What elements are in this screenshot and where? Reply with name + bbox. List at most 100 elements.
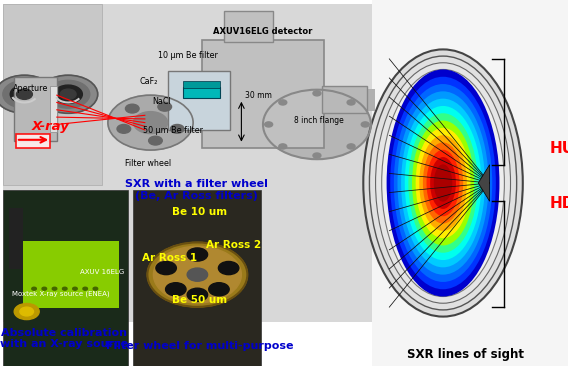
FancyBboxPatch shape <box>9 208 23 269</box>
FancyBboxPatch shape <box>224 11 273 42</box>
Ellipse shape <box>419 135 467 231</box>
Text: Be 50 um: Be 50 um <box>172 295 228 305</box>
FancyBboxPatch shape <box>23 241 119 308</box>
Circle shape <box>361 122 369 127</box>
Circle shape <box>0 75 54 113</box>
Ellipse shape <box>364 49 523 317</box>
Text: SXR lines of sight: SXR lines of sight <box>407 348 524 362</box>
Ellipse shape <box>427 150 460 216</box>
Circle shape <box>42 287 47 290</box>
Ellipse shape <box>387 70 499 296</box>
Circle shape <box>313 153 321 158</box>
Ellipse shape <box>398 92 488 274</box>
Text: X-ray: X-ray <box>31 120 69 133</box>
Ellipse shape <box>394 84 492 282</box>
Circle shape <box>153 246 241 303</box>
Circle shape <box>52 287 57 290</box>
Circle shape <box>83 287 87 290</box>
Circle shape <box>158 102 172 111</box>
Circle shape <box>39 75 98 113</box>
FancyBboxPatch shape <box>183 81 220 88</box>
Circle shape <box>166 283 186 296</box>
FancyBboxPatch shape <box>364 89 375 111</box>
Circle shape <box>148 242 248 307</box>
Circle shape <box>3 80 46 108</box>
FancyBboxPatch shape <box>202 40 324 148</box>
Ellipse shape <box>375 63 511 303</box>
Text: 10 μm Be filter: 10 μm Be filter <box>158 51 218 60</box>
Text: CaF₂: CaF₂ <box>139 77 157 86</box>
Circle shape <box>108 95 193 150</box>
Circle shape <box>187 268 208 281</box>
Circle shape <box>62 287 67 290</box>
FancyBboxPatch shape <box>372 0 568 366</box>
Ellipse shape <box>408 113 478 253</box>
Text: 8 inch flange: 8 inch flange <box>294 116 344 125</box>
Circle shape <box>14 303 39 320</box>
FancyBboxPatch shape <box>16 134 50 148</box>
Text: Be 10 um: Be 10 um <box>172 207 228 217</box>
Circle shape <box>20 307 34 316</box>
Circle shape <box>117 124 131 133</box>
Circle shape <box>279 144 287 149</box>
Ellipse shape <box>405 106 481 260</box>
Circle shape <box>347 144 355 149</box>
Text: 50 μm Be filter: 50 μm Be filter <box>143 126 203 135</box>
FancyBboxPatch shape <box>168 71 230 130</box>
Circle shape <box>126 104 139 113</box>
FancyBboxPatch shape <box>14 77 57 141</box>
Ellipse shape <box>416 128 470 238</box>
Ellipse shape <box>412 120 474 246</box>
Text: SXR with a filter wheel
(Be, Ar Ross filters): SXR with a filter wheel (Be, Ar Ross fil… <box>124 179 268 201</box>
FancyBboxPatch shape <box>50 86 57 132</box>
Circle shape <box>47 80 90 108</box>
Circle shape <box>279 100 287 105</box>
FancyBboxPatch shape <box>3 190 128 366</box>
Text: 30 mm: 30 mm <box>245 91 272 100</box>
Circle shape <box>170 124 184 133</box>
Text: Filter wheel: Filter wheel <box>125 159 171 168</box>
Circle shape <box>347 100 355 105</box>
Circle shape <box>133 112 168 134</box>
Text: AXUV 16ELG: AXUV 16ELG <box>80 269 124 275</box>
Text: Ar Ross 1: Ar Ross 1 <box>141 253 197 262</box>
Circle shape <box>187 248 208 261</box>
Circle shape <box>187 288 208 301</box>
Polygon shape <box>478 165 490 201</box>
FancyBboxPatch shape <box>133 190 261 366</box>
Text: Aperture: Aperture <box>13 84 48 93</box>
Circle shape <box>93 287 98 290</box>
Circle shape <box>156 261 176 274</box>
Text: Absolute calibration
with an X-ray source: Absolute calibration with an X-ray sourc… <box>0 328 128 349</box>
Text: Ar Ross 2: Ar Ross 2 <box>206 240 262 250</box>
Circle shape <box>32 287 36 290</box>
Text: HD: HD <box>550 196 568 210</box>
Ellipse shape <box>382 70 504 296</box>
Text: NaCl: NaCl <box>152 97 171 106</box>
Circle shape <box>73 287 77 290</box>
Circle shape <box>218 261 239 274</box>
Ellipse shape <box>430 157 456 209</box>
FancyBboxPatch shape <box>183 87 220 98</box>
Circle shape <box>60 89 76 100</box>
Text: HU: HU <box>550 141 568 156</box>
Ellipse shape <box>390 77 496 289</box>
Circle shape <box>313 91 321 96</box>
Circle shape <box>54 85 82 103</box>
FancyBboxPatch shape <box>3 4 375 322</box>
Circle shape <box>10 85 39 103</box>
Text: Moxtek X-ray source (ENEA): Moxtek X-ray source (ENEA) <box>12 291 110 298</box>
Ellipse shape <box>401 99 485 267</box>
Circle shape <box>263 90 371 159</box>
Ellipse shape <box>434 164 452 202</box>
Text: AXUV16ELG detector: AXUV16ELG detector <box>213 27 312 37</box>
Circle shape <box>16 89 32 100</box>
Circle shape <box>149 136 162 145</box>
FancyBboxPatch shape <box>322 86 367 113</box>
Circle shape <box>209 283 229 296</box>
Ellipse shape <box>369 56 517 310</box>
Circle shape <box>265 122 273 127</box>
FancyBboxPatch shape <box>3 4 102 185</box>
Ellipse shape <box>423 142 463 224</box>
Text: Filter wheel for multi-purpose: Filter wheel for multi-purpose <box>106 341 294 351</box>
